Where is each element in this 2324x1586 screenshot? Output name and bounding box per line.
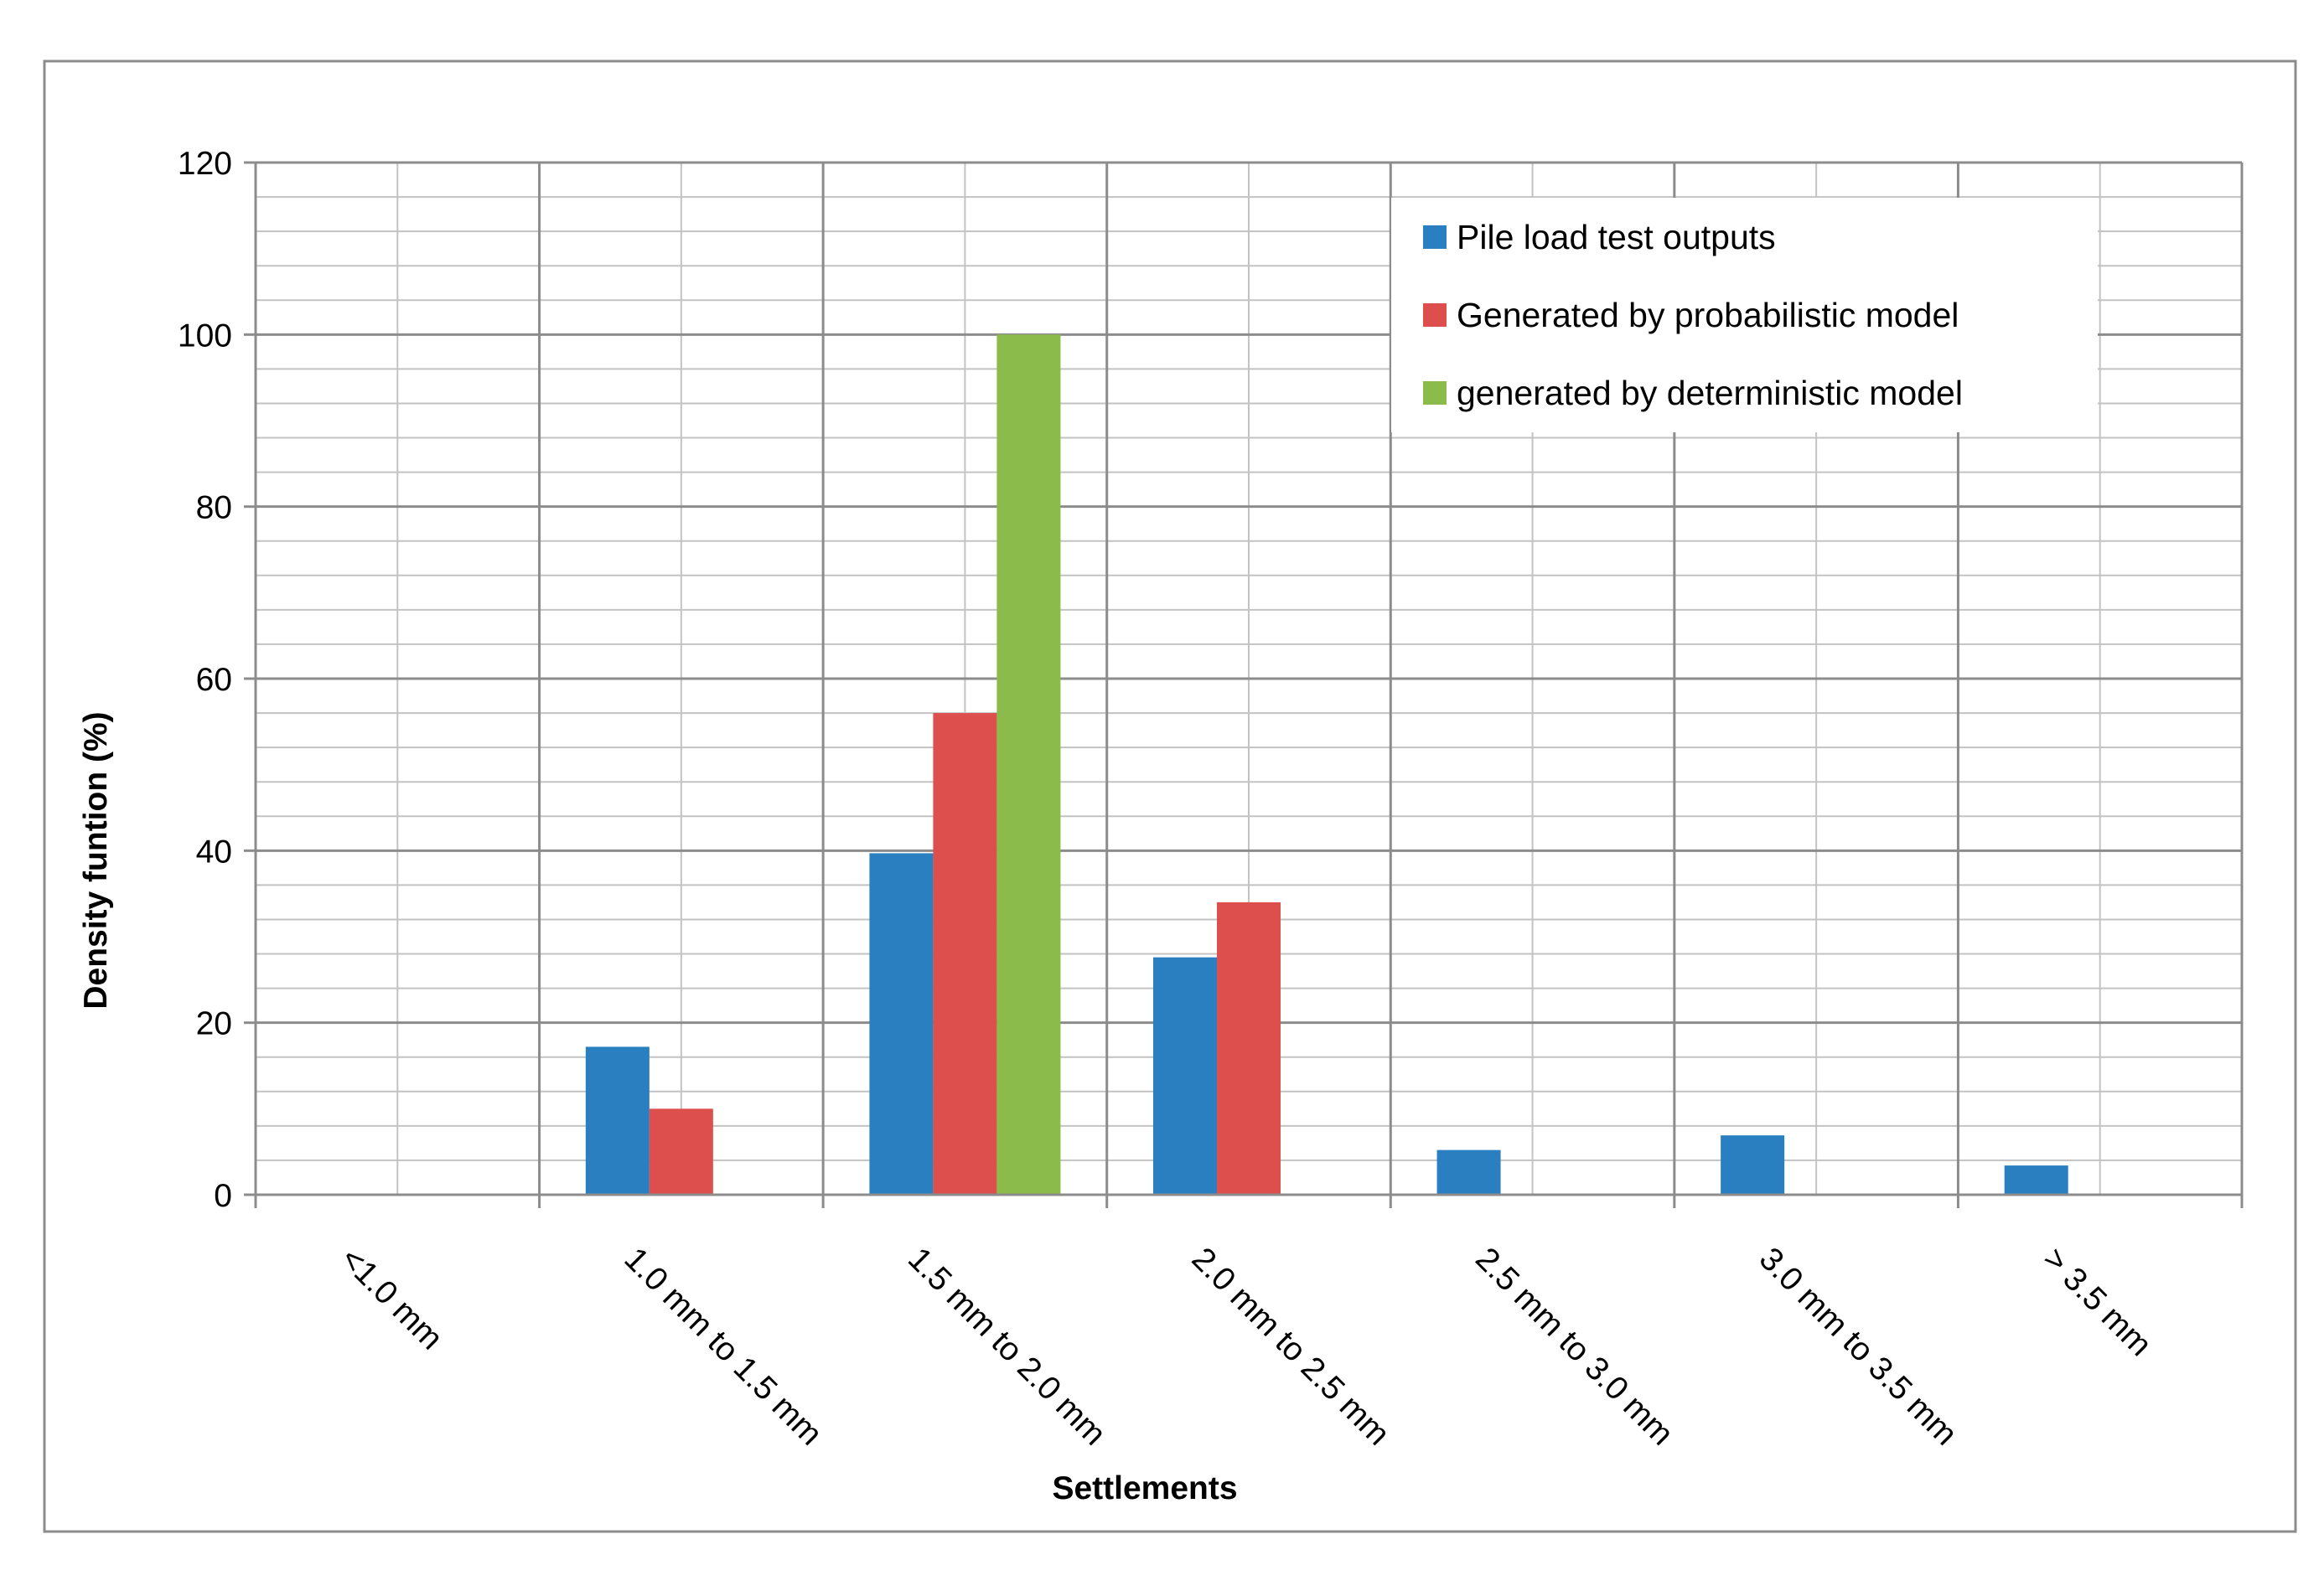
y-tick-label: 40	[196, 834, 232, 870]
bar	[2004, 1165, 2068, 1195]
bar	[1153, 957, 1217, 1195]
bar	[585, 1046, 650, 1195]
bar	[1721, 1135, 1785, 1195]
bar	[933, 713, 997, 1195]
y-tick-label: 20	[196, 1006, 232, 1042]
bar	[1217, 901, 1281, 1195]
bar	[869, 853, 934, 1195]
legend-label: generated by deterministic model	[1457, 374, 1963, 412]
legend-label: Generated by probabilistic model	[1457, 296, 1959, 334]
bar	[1436, 1149, 1501, 1195]
grid	[256, 161, 2244, 1195]
bar	[996, 334, 1061, 1195]
y-tick-label: 80	[196, 490, 232, 526]
y-tick-label: 0	[214, 1178, 232, 1214]
y-tick-label: 120	[178, 146, 232, 182]
y-tick-label: 100	[178, 318, 232, 354]
bars	[585, 334, 2068, 1195]
legend-swatch	[1423, 225, 1447, 249]
legend-box	[1391, 198, 2098, 432]
x-axis-title: Settlements	[1052, 1470, 1237, 1506]
legend-swatch	[1423, 303, 1447, 327]
legend-label: Pile load test outputs	[1457, 218, 1776, 256]
y-tick-label: 60	[196, 662, 232, 698]
bar	[649, 1108, 713, 1195]
legend-swatch	[1423, 381, 1447, 405]
legend: Pile load test outputs Generated by proba…	[1391, 198, 2098, 432]
y-axis-title: Density funtion (%)	[78, 711, 114, 1009]
